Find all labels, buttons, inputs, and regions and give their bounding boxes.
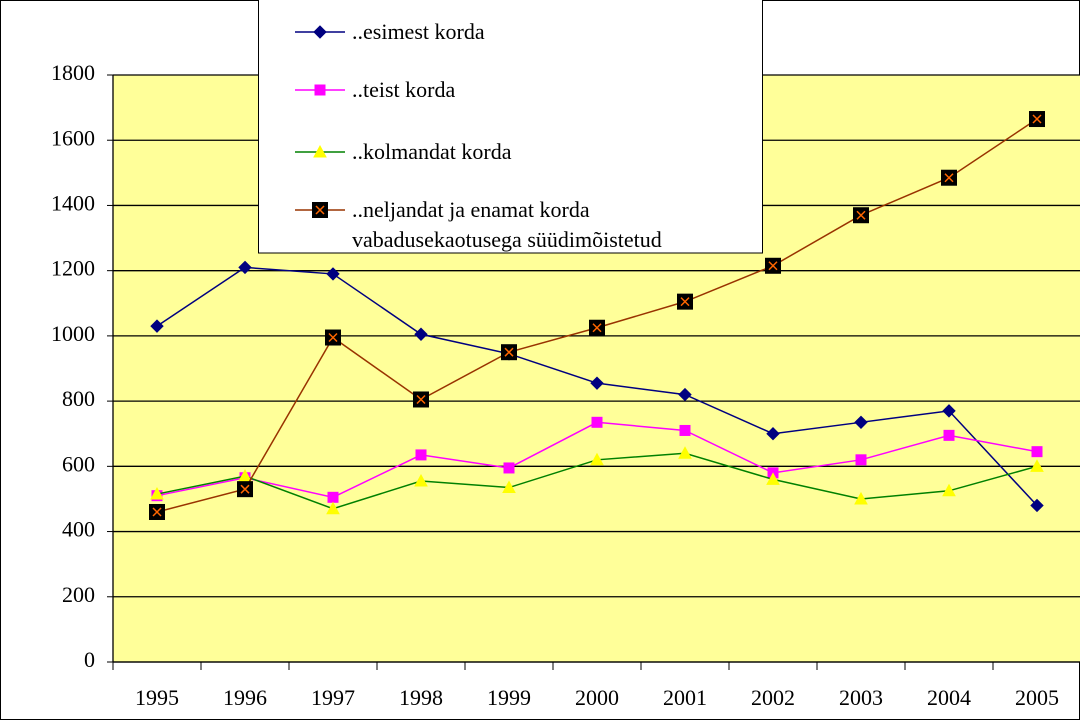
y-tick-label: 1400 [51, 190, 95, 215]
marker [941, 169, 957, 186]
y-tick-label: 0 [84, 647, 95, 672]
x-tick-label: 1997 [311, 685, 355, 710]
legend-box [258, 0, 763, 254]
marker [313, 144, 327, 158]
marker [501, 344, 517, 361]
marker [327, 491, 339, 503]
marker [1031, 446, 1043, 458]
marker [591, 416, 603, 428]
marker [853, 207, 869, 224]
marker [150, 487, 164, 500]
x-tick-label: 2005 [1015, 685, 1059, 710]
x-tick-label: 2004 [927, 685, 971, 710]
marker [237, 481, 253, 498]
x-tick-label: 1996 [223, 685, 267, 710]
y-tick-label: 800 [62, 386, 95, 411]
marker [589, 319, 605, 336]
marker [766, 472, 780, 485]
marker [943, 429, 955, 441]
marker [312, 202, 328, 218]
marker [326, 501, 340, 515]
marker [1029, 111, 1045, 128]
marker [854, 415, 868, 430]
x-tick-label: 2002 [751, 685, 795, 710]
marker [150, 319, 164, 333]
x-tick-label: 2000 [575, 685, 619, 710]
marker [765, 257, 781, 274]
marker [679, 424, 691, 436]
marker [766, 427, 780, 441]
marker [314, 84, 326, 96]
marker [413, 391, 429, 408]
marker [855, 454, 867, 466]
marker [678, 387, 692, 402]
legend-label: ..esimest korda [352, 19, 485, 44]
marker [238, 469, 252, 482]
marker [942, 483, 956, 497]
marker [325, 329, 341, 346]
marker [503, 462, 515, 474]
y-tick-label: 1000 [51, 321, 95, 346]
marker [942, 404, 956, 418]
x-tick-label: 1995 [135, 685, 179, 710]
x-tick-label: 2001 [663, 685, 707, 710]
marker [1030, 459, 1044, 472]
marker [415, 449, 427, 461]
marker [678, 446, 692, 459]
x-tick-label: 1999 [487, 685, 531, 710]
y-tick-label: 600 [62, 451, 95, 476]
marker [326, 267, 340, 281]
marker [677, 293, 693, 310]
legend-label: ..teist korda [352, 77, 456, 102]
marker [313, 25, 327, 39]
marker [238, 260, 252, 275]
x-tick-label: 1998 [399, 685, 443, 710]
legend-label: ..neljandat ja enamat korda vabadusekaot… [352, 197, 662, 252]
marker [414, 473, 428, 487]
marker [590, 376, 604, 390]
y-tick-label: 1200 [51, 256, 95, 281]
marker [502, 480, 516, 494]
marker [149, 503, 165, 520]
x-tick-label: 2003 [839, 685, 883, 710]
y-tick-label: 400 [62, 517, 95, 542]
marker [854, 491, 868, 505]
legend-label: ..kolmandat korda [352, 139, 512, 164]
marker [590, 452, 604, 466]
marker [1030, 498, 1044, 513]
y-tick-label: 1800 [51, 60, 95, 85]
y-tick-label: 200 [62, 582, 95, 607]
y-tick-label: 1600 [51, 125, 95, 150]
marker [414, 327, 428, 341]
